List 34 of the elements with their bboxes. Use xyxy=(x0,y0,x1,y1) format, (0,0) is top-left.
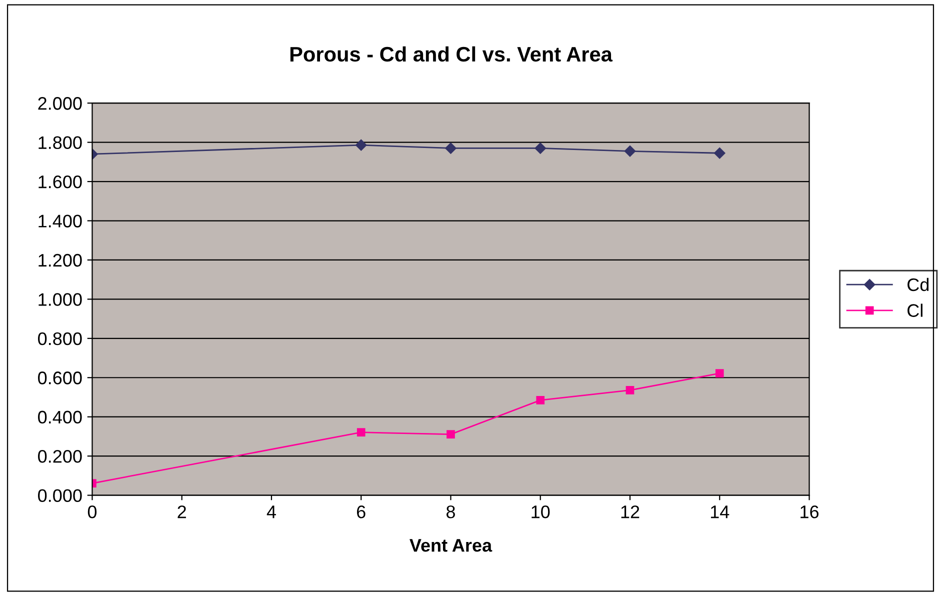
point xyxy=(446,430,455,438)
point xyxy=(356,139,367,151)
x-axis-title: Vent Area xyxy=(410,539,492,552)
y-tick-label: 0.600 xyxy=(38,372,82,384)
chart-title: Porous - Cd and Cl vs. Vent Area xyxy=(290,46,613,62)
x-tick-label: 10 xyxy=(532,505,550,518)
legend-label: Cl xyxy=(908,304,922,317)
x-tick-label: 8 xyxy=(446,505,455,518)
y-tick-label: 0.200 xyxy=(38,450,82,463)
legend-label: Cd xyxy=(908,278,929,292)
point xyxy=(534,142,546,154)
point xyxy=(714,148,726,159)
point xyxy=(445,142,456,154)
x-tick-label: 16 xyxy=(800,505,819,518)
y-tick-label: 0.800 xyxy=(38,332,82,346)
y-tick-label: 2.000 xyxy=(38,97,82,110)
y-tick-label: 1.200 xyxy=(38,254,82,267)
point xyxy=(624,146,636,157)
y-tick-label: 0.400 xyxy=(38,410,82,424)
x-tick-label: 6 xyxy=(357,505,366,518)
y-tick-label: 1.000 xyxy=(38,293,82,306)
x-tick-label: 12 xyxy=(621,505,640,518)
x-tick-label: 2 xyxy=(178,505,186,518)
point xyxy=(536,396,545,404)
point xyxy=(626,386,634,394)
y-tick-label: 1.800 xyxy=(38,136,82,150)
y-tick-label: 1.400 xyxy=(38,214,82,228)
y-tick-label: 0.000 xyxy=(38,489,82,502)
y-tick-label: 1.600 xyxy=(38,175,82,188)
x-tick-label: 0 xyxy=(88,505,97,518)
point xyxy=(356,428,366,436)
x-tick-label: 14 xyxy=(710,506,730,518)
point xyxy=(715,369,724,378)
x-tick-label: 4 xyxy=(266,506,276,518)
